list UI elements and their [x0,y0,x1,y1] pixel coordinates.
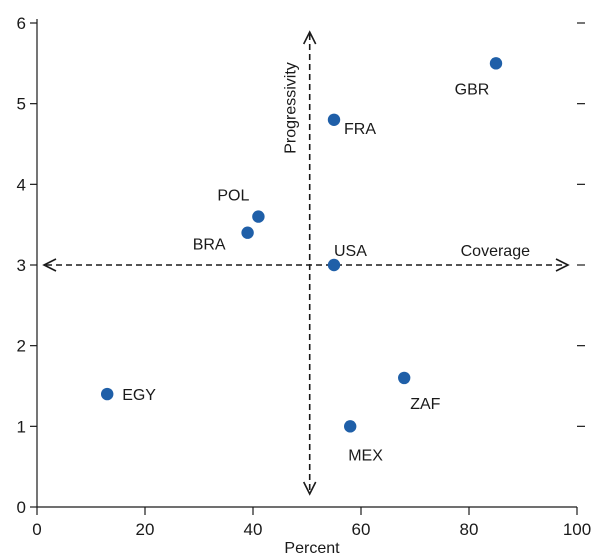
x-tick-label: 80 [460,520,479,539]
point-label: BRA [193,237,226,254]
point-label: USA [334,243,367,260]
data-points: GBR FRA POL BRA USA ZAF EGY MEX [101,57,503,464]
data-point [489,57,503,70]
data-point [241,226,254,239]
point-label: EGY [122,387,156,404]
point-label: ZAF [410,396,440,413]
x-axis-title: Percent [284,540,340,557]
x-tick-label: 0 [32,520,41,539]
data-point [327,258,341,272]
x-tick-label: 60 [352,520,371,539]
data-point [344,420,357,433]
arrow-left-head [42,258,57,272]
y-tick-label: 1 [17,417,26,436]
point-label: FRA [344,121,376,138]
reference-arrows: Progressivity Coverage [42,30,570,496]
data-point [252,210,265,223]
x-tick-label: 40 [244,520,263,539]
point-label: GBR [455,81,490,98]
point-label: POL [217,188,249,205]
data-point [101,387,114,401]
coverage-label: Coverage [461,243,530,260]
data-point [398,371,411,385]
x-tick-label: 100 [563,520,591,539]
y-tick-label: 0 [17,498,26,517]
y-tick-label: 5 [17,95,26,114]
arrow-right-head [555,258,570,272]
y-tick-label: 3 [17,256,26,275]
arrow-down-head [302,481,317,496]
y-tick-label: 6 [17,14,26,33]
data-point [327,113,341,127]
progressivity-label: Progressivity [283,62,300,154]
x-tick-label: 20 [136,520,155,539]
point-label: MEX [348,447,383,464]
y-tick-label: 2 [17,337,26,356]
y-tick-label: 4 [17,175,26,194]
arrow-up-head [302,30,317,45]
